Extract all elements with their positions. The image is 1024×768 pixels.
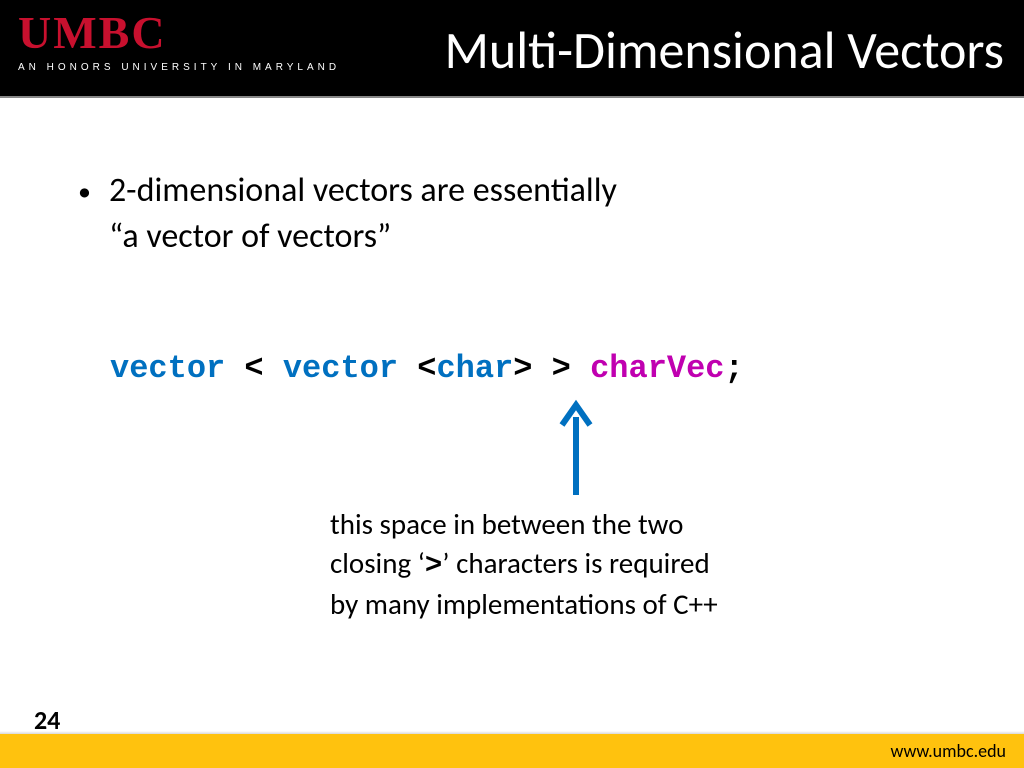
annotation-note: this space in between the two closing ‘>… xyxy=(330,505,890,624)
slide-title: Multi-Dimensional Vectors xyxy=(444,18,1004,82)
logo-block: UMBC AN HONORS UNIVERSITY IN MARYLAND xyxy=(18,10,340,73)
note-line1: this space in between the two xyxy=(330,506,683,542)
code-punct: ; xyxy=(725,350,744,387)
slide-header: UMBC AN HONORS UNIVERSITY IN MARYLAND Mu… xyxy=(0,0,1024,98)
bullet-text: 2-dimensional vectors are essentially “a… xyxy=(109,168,617,260)
code-identifier: charVec xyxy=(590,350,724,387)
logo-text: UMBC xyxy=(18,10,340,56)
code-line: vector < vector <char> > charVec; xyxy=(110,350,744,387)
note-code-char: > xyxy=(425,549,442,582)
code-keyword: vector xyxy=(110,350,225,387)
note-line2c: ’ characters is required xyxy=(442,545,709,581)
arrow-up-icon xyxy=(556,395,596,505)
note-line3: by many implementations of C++ xyxy=(330,586,718,622)
code-punct: > > xyxy=(513,350,590,387)
note-line2a: closing ‘ xyxy=(330,545,425,581)
slide-content: • 2-dimensional vectors are essentially … xyxy=(0,98,1024,260)
bullet-dot-icon: • xyxy=(78,174,91,209)
code-keyword: vector xyxy=(283,350,398,387)
footer-bar: www.umbc.edu xyxy=(0,734,1024,768)
footer-url: www.umbc.edu xyxy=(891,740,1006,762)
bullet-line2: “a vector of vectors” xyxy=(109,216,391,257)
code-keyword: char xyxy=(436,350,513,387)
bullet-item: • 2-dimensional vectors are essentially … xyxy=(60,168,964,260)
code-punct: < xyxy=(398,350,436,387)
bullet-line1: 2-dimensional vectors are essentially xyxy=(109,170,617,211)
logo-tagline: AN HONORS UNIVERSITY IN MARYLAND xyxy=(18,62,340,73)
code-punct: < xyxy=(225,350,283,387)
